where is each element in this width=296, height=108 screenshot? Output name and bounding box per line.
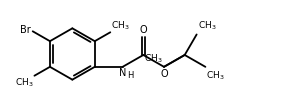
Text: Br: Br bbox=[20, 25, 31, 35]
Text: CH$_3$: CH$_3$ bbox=[198, 20, 216, 33]
Text: CH$_3$: CH$_3$ bbox=[206, 70, 225, 82]
Text: O: O bbox=[160, 69, 168, 79]
Text: O: O bbox=[139, 25, 147, 35]
Text: CH$_3$: CH$_3$ bbox=[111, 19, 130, 32]
Text: H: H bbox=[128, 71, 134, 80]
Text: N: N bbox=[119, 68, 126, 78]
Text: CH$_3$: CH$_3$ bbox=[15, 76, 33, 89]
Text: CH$_3$: CH$_3$ bbox=[144, 52, 163, 65]
